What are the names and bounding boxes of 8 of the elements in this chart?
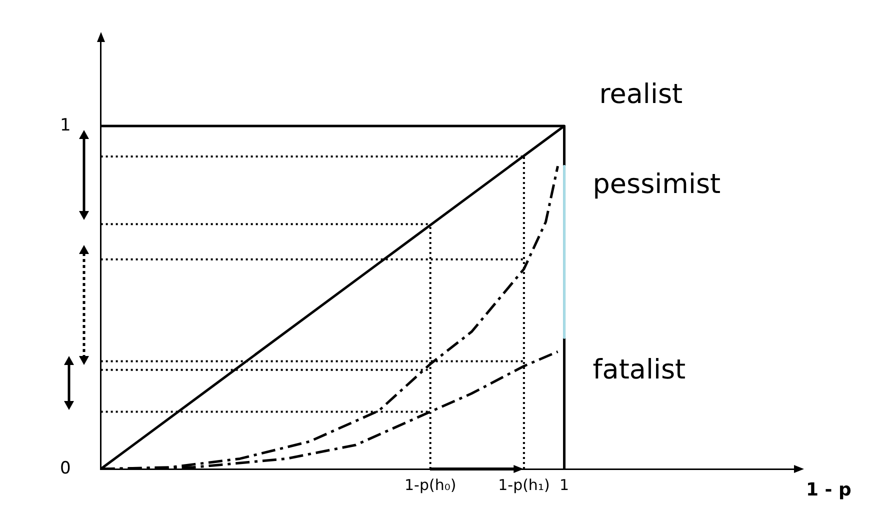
x-tick-label: 1 <box>560 476 570 494</box>
x-tick-label: 1-p(h₁) <box>498 476 550 494</box>
series-label: fatalist <box>592 354 686 386</box>
series-label: realist <box>599 78 683 110</box>
x-tick-label: 1-p(h₀) <box>404 476 456 494</box>
series-label: pessimist <box>592 169 721 200</box>
x-axis-title: 1 - p <box>806 480 852 501</box>
y-tick-label: 0 <box>60 458 71 478</box>
